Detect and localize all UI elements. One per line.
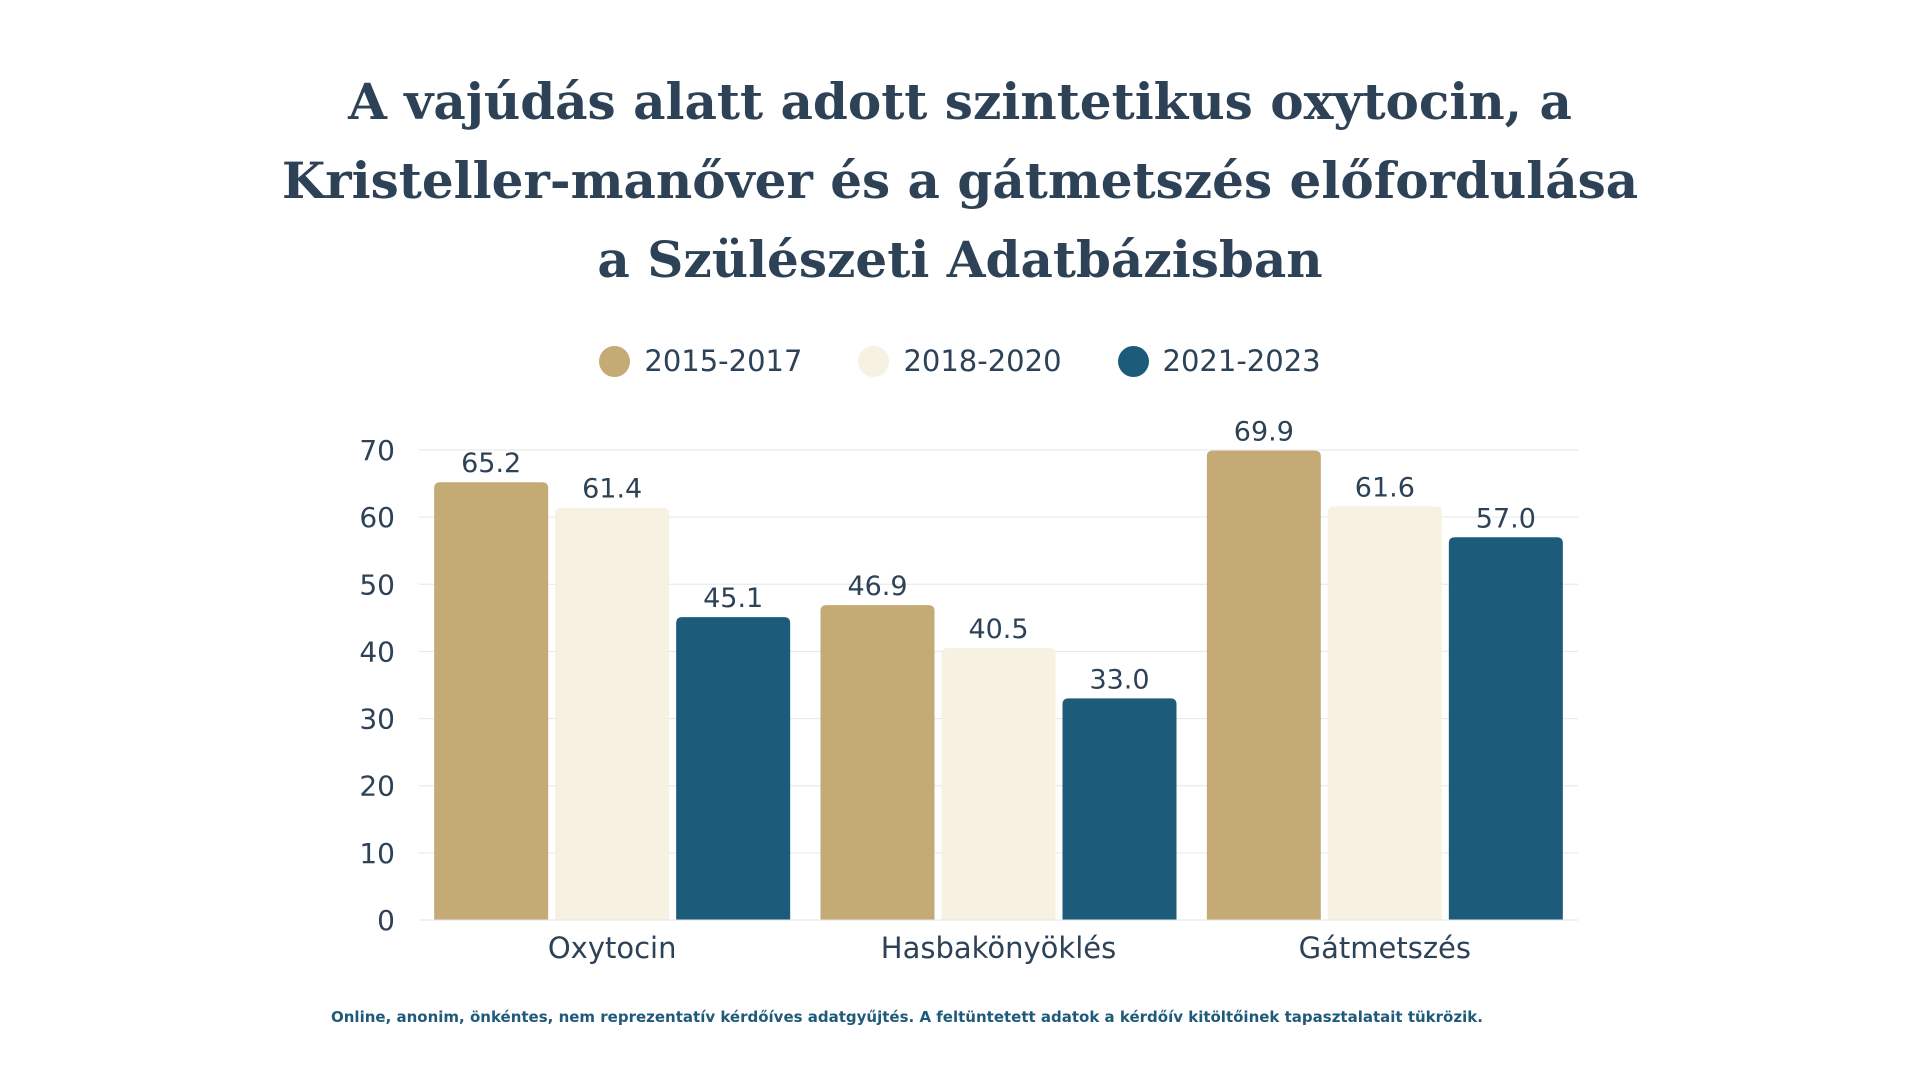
chart-title: A vajúdás alatt adott szintetikus oxytoc… bbox=[281, 72, 1639, 289]
bar bbox=[676, 617, 791, 920]
bar bbox=[1206, 450, 1321, 920]
data-label: 65.2 bbox=[461, 448, 521, 479]
y-tick-label: 60 bbox=[359, 501, 395, 534]
x-category-label: Gátmetszés bbox=[1299, 931, 1471, 965]
y-tick-label: 10 bbox=[359, 837, 395, 870]
data-label: 69.9 bbox=[1234, 417, 1294, 448]
data-label: 45.1 bbox=[703, 583, 763, 614]
legend-swatch-2015-2017 bbox=[599, 345, 631, 377]
y-tick-label: 30 bbox=[359, 703, 395, 736]
legend-item-2015-2017: 2015-2017 bbox=[599, 344, 802, 378]
bar bbox=[820, 605, 935, 920]
y-tick-label: 0 bbox=[377, 904, 395, 937]
y-tick-label: 50 bbox=[359, 568, 395, 601]
bar bbox=[941, 648, 1056, 920]
bar bbox=[555, 507, 670, 920]
bar bbox=[434, 482, 549, 920]
legend-item-2018-2020: 2018-2020 bbox=[858, 344, 1062, 378]
legend-swatch-2021-2023 bbox=[1117, 345, 1149, 377]
data-label: 57.0 bbox=[1476, 503, 1536, 534]
data-label: 33.0 bbox=[1089, 664, 1149, 695]
chart-legend: 2015-2017 2018-2020 2021-2023 bbox=[0, 344, 1920, 378]
data-label: 61.4 bbox=[582, 474, 642, 505]
x-category-label: Hasbakönyöklés bbox=[881, 931, 1116, 965]
data-label: 46.9 bbox=[847, 571, 907, 602]
legend-label-2021-2023: 2021-2023 bbox=[1162, 344, 1321, 378]
legend-label-2018-2020: 2018-2020 bbox=[903, 344, 1062, 378]
y-tick-label: 70 bbox=[359, 434, 395, 467]
x-category-label: Oxytocin bbox=[548, 931, 677, 965]
legend-label-2015-2017: 2015-2017 bbox=[644, 344, 803, 378]
bar bbox=[1327, 506, 1442, 920]
legend-item-2021-2023: 2021-2023 bbox=[1117, 344, 1321, 378]
y-tick-label: 20 bbox=[359, 770, 395, 803]
footnote: Online, anonim, önkéntes, nem reprezenta… bbox=[331, 1008, 1483, 1026]
y-tick-label: 40 bbox=[359, 635, 395, 668]
data-label: 40.5 bbox=[968, 614, 1028, 645]
legend-swatch-2018-2020 bbox=[858, 345, 890, 377]
data-label: 61.6 bbox=[1355, 472, 1415, 503]
bar bbox=[1448, 537, 1563, 920]
bar bbox=[1062, 698, 1177, 920]
